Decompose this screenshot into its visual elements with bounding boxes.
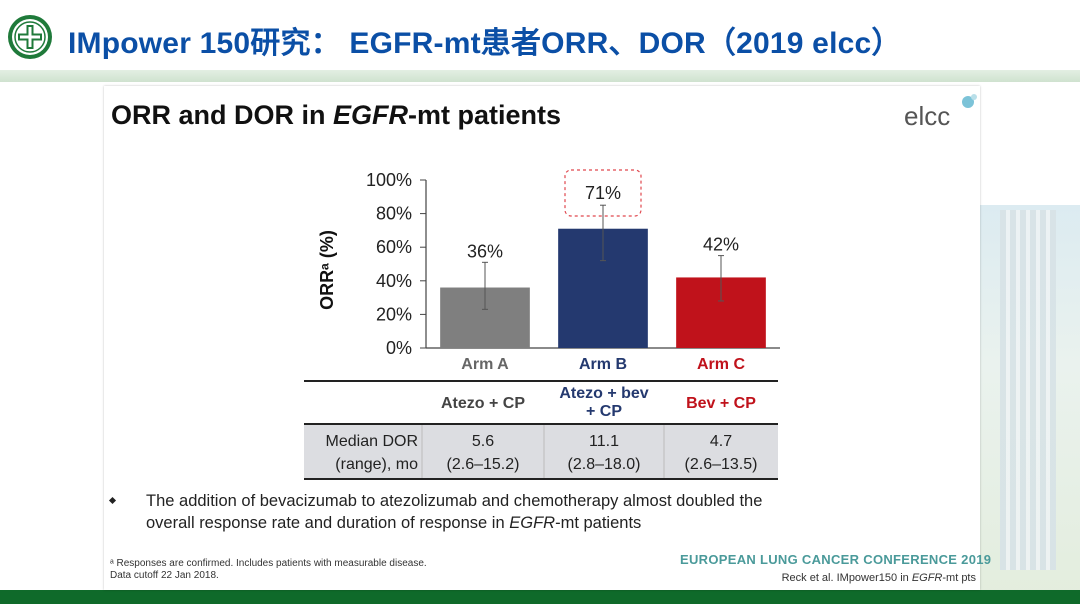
citation: Reck et al. IMpower150 in EGFR-mt pts bbox=[781, 572, 976, 584]
data-label: 36% bbox=[467, 241, 503, 261]
dor-range: (2.6–15.2) bbox=[447, 456, 520, 473]
y-tick-label: 60% bbox=[376, 237, 412, 257]
key-finding-text: The addition of bevacizumab to atezolizu… bbox=[146, 492, 763, 532]
regimen-label: + CP bbox=[586, 403, 622, 420]
y-tick-label: 40% bbox=[376, 271, 412, 291]
dor-value: 11.1 bbox=[589, 433, 619, 450]
page-title: IMpower 150研究： EGFR-mt患者ORR、DOR（2019 elc… bbox=[68, 27, 902, 60]
slide-title: ORR and DOR in EGFR-mt patients bbox=[111, 100, 562, 130]
y-tick-label: 20% bbox=[376, 304, 412, 324]
y-tick-label: 0% bbox=[386, 338, 412, 358]
elcc-logo-dot bbox=[971, 94, 977, 100]
row-label: Median DOR bbox=[326, 433, 418, 450]
footnote-line: ᵃ Responses are confirmed. Includes pati… bbox=[110, 558, 427, 569]
dor-range: (2.6–13.5) bbox=[685, 456, 758, 473]
elcc-logo-text: elcc bbox=[904, 101, 950, 130]
row-label: (range), mo bbox=[335, 456, 418, 473]
elcc-logo: elcc bbox=[904, 94, 977, 130]
table-cells: Atezo + CP Atezo + bev+ CP Bev + CP Median … bbox=[326, 385, 758, 473]
bullet-icon bbox=[108, 496, 117, 505]
table-row-background bbox=[304, 425, 778, 478]
footer-bar bbox=[0, 590, 1080, 604]
footnote-line: Data cutoff 22 Jan 2018. bbox=[110, 570, 219, 581]
page-header: IMpower 150研究： EGFR-mt患者ORR、DOR（2019 elc… bbox=[0, 0, 1080, 78]
y-axis-label: ORRᵃ (%) bbox=[317, 230, 337, 310]
bars: 36% Arm A 71% Arm B 42% Arm C bbox=[440, 169, 766, 373]
x-category-label: Arm B bbox=[579, 356, 627, 373]
dor-value: 4.7 bbox=[710, 433, 732, 450]
dor-table: Atezo + CP Atezo + bev+ CP Bev + CP Median … bbox=[304, 380, 778, 480]
slide-image: ORR and DOR in EGFR-mt patients elcc 0% 2… bbox=[104, 86, 992, 590]
elcc-logo-dot bbox=[962, 96, 974, 108]
data-label: 42% bbox=[703, 235, 739, 255]
regimen-label: Atezo + bev bbox=[559, 385, 648, 402]
regimen-label: Atezo + CP bbox=[441, 395, 525, 412]
data-label: 71% bbox=[585, 183, 621, 203]
y-tick-label: 80% bbox=[376, 204, 412, 224]
header-divider bbox=[0, 70, 1080, 82]
dor-value: 5.6 bbox=[472, 433, 494, 450]
y-tick-label: 100% bbox=[366, 170, 412, 190]
orr-bar-chart: 0% 20% 40% 60% 80% 100% 36% Arm A 71% Arm B 42% Ar… bbox=[317, 169, 780, 373]
hospital-logo-icon bbox=[8, 15, 52, 59]
conference-name: EUROPEAN LUNG CANCER CONFERENCE 2019 bbox=[680, 552, 992, 567]
background-building bbox=[1000, 210, 1056, 570]
highlight-box bbox=[564, 169, 642, 217]
x-category-label: Arm A bbox=[461, 356, 509, 373]
x-category-label: Arm C bbox=[697, 356, 745, 373]
regimen-label: Bev + CP bbox=[686, 395, 756, 412]
footnote: ᵃ Responses are confirmed. Includes pati… bbox=[110, 558, 427, 582]
y-axis: 0% 20% 40% 60% 80% 100% bbox=[366, 170, 780, 358]
dor-range: (2.8–18.0) bbox=[568, 456, 641, 473]
